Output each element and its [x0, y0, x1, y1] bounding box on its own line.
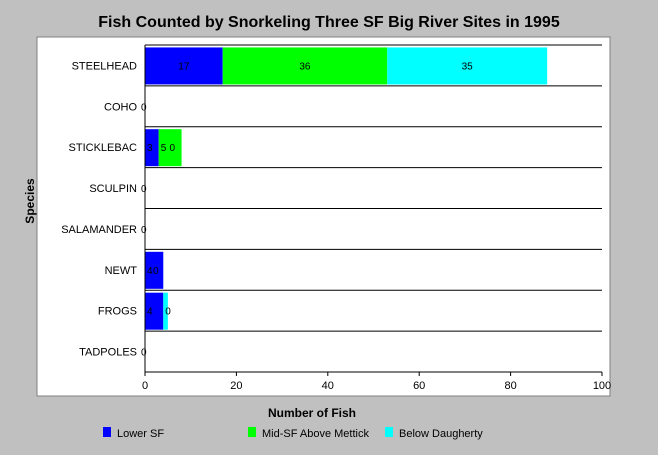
data-label: 0: [141, 348, 147, 359]
x-tick-label: 0: [142, 380, 148, 392]
bar-segment: [145, 129, 159, 167]
legend-swatch: [248, 427, 256, 437]
category-label: TADPOLES: [79, 347, 137, 359]
data-label: 35: [462, 61, 474, 72]
data-label: 4: [147, 266, 153, 277]
category-label: STICKLEBAC: [69, 142, 138, 154]
x-tick-label: 40: [322, 380, 334, 392]
data-label: 0: [153, 266, 159, 277]
bar-segment: [163, 292, 168, 330]
chart-title: Fish Counted by Snorkeling Three SF Big …: [98, 14, 560, 31]
y-axis-title: Species: [23, 178, 37, 224]
data-label: 36: [299, 61, 311, 72]
data-label: 0: [141, 184, 147, 195]
bar-segment: [145, 292, 164, 330]
data-label: 4: [147, 307, 153, 318]
data-label: 3: [147, 143, 153, 154]
legend-label: Mid-SF Above Mettick: [262, 428, 369, 440]
x-axis-title: Number of Fish: [268, 406, 356, 420]
x-tick-label: 80: [504, 380, 516, 392]
bar-segment: [222, 47, 388, 85]
plot-area: [36, 36, 611, 397]
bar-segment: [158, 129, 182, 167]
category-label: STEELHEAD: [72, 60, 137, 72]
category-label: COHO: [104, 101, 137, 113]
category-label: FROGS: [98, 306, 137, 318]
legend: Lower SF Mid-SF Above Mettick Below Daughe…: [103, 427, 483, 440]
x-tick-label: 20: [230, 380, 242, 392]
category-label: SALAMANDER: [61, 224, 137, 236]
legend-swatch: [103, 427, 111, 437]
data-label: 0: [141, 225, 147, 236]
category-label: SCULPIN: [89, 183, 137, 195]
data-label: 0: [141, 102, 147, 113]
data-label: 0: [165, 307, 171, 318]
category-label: NEWT: [105, 265, 138, 277]
bar-segment: [145, 47, 223, 85]
data-label: 0: [170, 143, 176, 154]
x-tick-label: 100: [593, 380, 611, 392]
bar-segment: [145, 251, 164, 289]
data-label: 17: [178, 61, 190, 72]
legend-label: Lower SF: [117, 428, 164, 440]
x-tick-label: 60: [413, 380, 425, 392]
legend-label: Below Daugherty: [399, 428, 483, 440]
bar-segment: [387, 47, 548, 85]
data-label: 5: [161, 143, 167, 154]
legend-swatch: [385, 427, 393, 437]
